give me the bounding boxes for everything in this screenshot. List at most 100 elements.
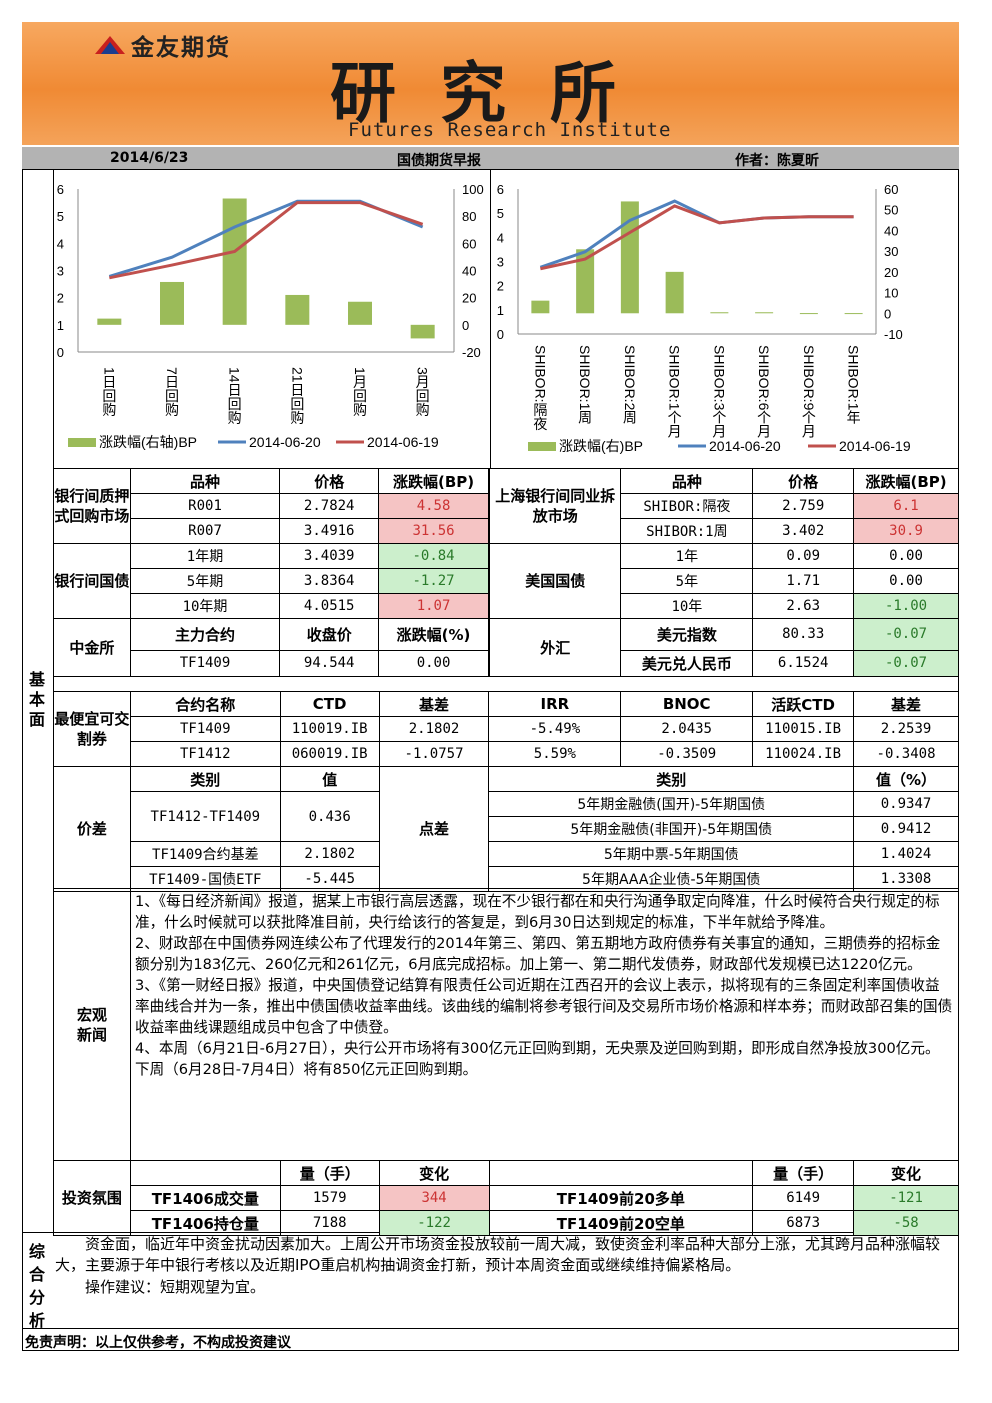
- tick-label-left: 4: [497, 230, 504, 245]
- cffex-label: 中金所: [53, 618, 131, 677]
- category-label: SHIBOR:6个月: [756, 345, 772, 440]
- bar: [222, 198, 247, 325]
- cell: TF1409: [129, 716, 281, 742]
- tick-label-right: 20: [884, 265, 898, 280]
- tick-label-left: 3: [497, 255, 504, 270]
- col-header: 活跃CTD: [752, 691, 855, 717]
- tick-label-right: 60: [884, 182, 898, 197]
- series-line: [540, 204, 854, 271]
- cell: 5年: [620, 568, 754, 594]
- cell: 3.402: [752, 518, 855, 544]
- bar: [410, 324, 435, 339]
- cell: 2.2539: [853, 716, 959, 742]
- shibor-chart: 0 1 2 3 4 5 6 -10 0 10 20 30 40 50 60 SHIBOR:隔夜 SHIBOR:1…: [497, 182, 911, 454]
- cell: 1.07: [378, 593, 489, 619]
- cell: -5.445: [279, 866, 380, 892]
- cell: 5年期中票-5年期国债: [488, 841, 855, 867]
- tick-label-right: -20: [462, 345, 481, 360]
- category-label: SHIBOR:隔夜: [532, 345, 548, 431]
- cell: SHIBOR:1周: [620, 518, 754, 544]
- tick-label-right: 30: [884, 244, 898, 259]
- tick-label-left: 2: [57, 291, 64, 306]
- news-item: 4、本周（6月21日-6月27日），央行公开市场将有300亿元正回购到期，无央票…: [134, 1040, 940, 1078]
- news-item: 2、财政部在中国债券网连续公布了代理发行的2014年第三、第四、第五期地方政府债…: [134, 935, 941, 973]
- col-header: CTD: [279, 691, 380, 717]
- bar: [576, 249, 595, 314]
- cell: 6149: [752, 1185, 855, 1211]
- cell: -0.3509: [620, 741, 754, 767]
- repo-table: 银行间质押式回购市场 品种 价格 涨跌幅(BP) R001 2.7824 4.58 R0…: [53, 468, 489, 678]
- cell: 10年: [620, 593, 754, 619]
- col-header: 量（手）: [752, 1160, 855, 1186]
- cell: 美元兑人民币: [620, 649, 754, 678]
- col-header: 品种: [129, 468, 281, 494]
- logo-icon: [95, 36, 125, 54]
- category-label: SHIBOR:2周: [622, 345, 638, 426]
- col-header: 主力合约: [129, 618, 281, 651]
- cell: TF1409合约基差: [129, 841, 281, 867]
- summary-text: 资金面，临近年中资金扰动因素加大。上周公开市场资金投放较前一周大减，致使资金利率…: [55, 1234, 955, 1298]
- bar: [710, 312, 729, 314]
- tick-label-left: 4: [57, 236, 64, 251]
- tick-label-left: 1: [57, 318, 64, 333]
- bar: [844, 313, 863, 315]
- cell: 1年: [620, 543, 754, 569]
- tick-label-left: 1: [497, 303, 504, 318]
- tick-label-right: 50: [884, 203, 898, 218]
- cell: 美元指数: [620, 618, 754, 651]
- col-header: 变化: [378, 1160, 490, 1186]
- repo-chart: 0 1 2 3 4 5 6 -20 0 20 40 60 80 100 1日回购 7日回购 14日回购 21日回购…: [57, 182, 484, 450]
- col-header: 涨跌幅(%): [378, 618, 489, 651]
- tick-label-left: 3: [57, 264, 64, 279]
- category-label: SHIBOR:9个月: [801, 345, 817, 440]
- cell: 80.33: [752, 618, 855, 651]
- category-label: 14日回购: [227, 367, 243, 426]
- tick-label-right: 100: [462, 182, 484, 197]
- col-header: 值: [279, 766, 380, 792]
- tick-label-right: 0: [462, 318, 469, 333]
- header-banner: [22, 22, 959, 145]
- cell: R007: [129, 518, 281, 544]
- cell: 0.9347: [853, 791, 959, 817]
- cell: 94.544: [279, 649, 380, 678]
- summary-para: 资金面，临近年中资金扰动因素加大。上周公开市场资金投放较前一周大减，致使资金利率…: [55, 1235, 941, 1274]
- cell: 0.00: [378, 649, 489, 678]
- cell: 5.59%: [488, 741, 622, 767]
- info-bar: 2014/6/23 国债期货早报 作者：陈夏昕: [22, 147, 959, 169]
- bar: [97, 318, 122, 325]
- bar: [348, 301, 372, 325]
- bar: [531, 300, 550, 314]
- col-header: 涨跌幅(BP): [853, 468, 959, 494]
- cell: 1.4024: [853, 841, 959, 867]
- col-header: 品种: [620, 468, 754, 494]
- tick-label-right: -10: [884, 327, 903, 342]
- blank-cell: [130, 1160, 281, 1186]
- page-title: 研究所: [330, 54, 660, 132]
- company-logo: 金友期货: [95, 28, 231, 62]
- cell: -0.07: [853, 649, 959, 678]
- cell: 0.9412: [853, 816, 959, 842]
- series-line: [109, 201, 424, 280]
- cell: -122: [378, 1210, 490, 1236]
- bar: [665, 271, 684, 314]
- news-cell: 1、《每日经济新闻》报道，据某上市银行高层透露，现在不少银行都在和央行沟通争取定…: [129, 888, 960, 1161]
- spread-label: 价差: [53, 766, 131, 892]
- legend-label: 涨跌幅(右)BP: [559, 438, 643, 454]
- cell: TF1412: [129, 741, 281, 767]
- ctd-table: 最便宜可交割券 合约名称 CTD 基差 IRR BNOC 活跃CTD 基差 TF1409 11…: [53, 691, 959, 767]
- col-header: 价格: [752, 468, 855, 494]
- cell: 2.0435: [620, 716, 754, 742]
- category-label: 3月回购: [415, 367, 431, 418]
- tick-label-right: 10: [884, 286, 898, 301]
- legend-label: 2014-06-20: [709, 438, 781, 454]
- col-header: BNOC: [620, 691, 754, 717]
- summary-advice: 操作建议：短期观望为宜。: [85, 1278, 266, 1296]
- news-item: 3、《第一财经日报》报道，中央国债登记结算有限责任公司近期在江西召开的会议上表示…: [134, 977, 953, 1036]
- tick-label-right: 0: [884, 306, 891, 321]
- news-table: 宏观新闻 1、《每日经济新闻》报道，据某上市银行高层透露，现在不少银行都在和央行…: [53, 888, 960, 1161]
- news-label: 宏观新闻: [53, 888, 131, 1161]
- cell: -5.49%: [488, 716, 622, 742]
- cell: 30.9: [853, 518, 959, 544]
- bar: [160, 281, 184, 325]
- tick-label-right: 80: [462, 209, 476, 224]
